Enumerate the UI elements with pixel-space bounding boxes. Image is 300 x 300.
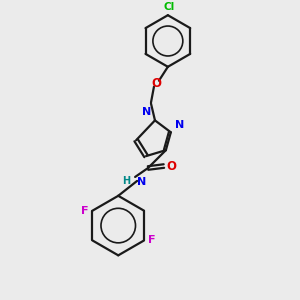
- Text: O: O: [167, 160, 177, 172]
- Text: N: N: [142, 107, 151, 117]
- Text: F: F: [148, 236, 155, 245]
- Text: Cl: Cl: [163, 2, 175, 12]
- Text: H: H: [122, 176, 130, 186]
- Text: N: N: [175, 120, 184, 130]
- Text: O: O: [151, 77, 161, 90]
- Text: N: N: [137, 177, 146, 187]
- Text: F: F: [81, 206, 88, 216]
